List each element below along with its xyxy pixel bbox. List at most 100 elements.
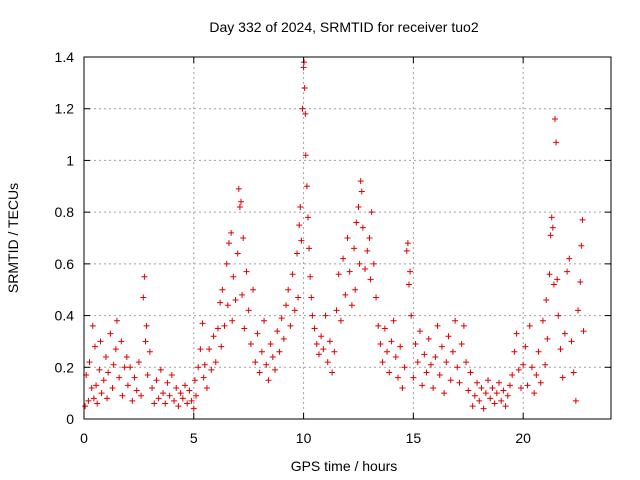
x-tick-label: 0: [80, 430, 88, 446]
data-point: [491, 400, 498, 407]
data-point: [548, 214, 555, 221]
data-point: [160, 390, 167, 397]
data-point: [208, 366, 215, 373]
data-point: [302, 152, 309, 159]
data-point: [549, 224, 556, 231]
data-point: [384, 348, 391, 355]
data-point: [177, 390, 184, 397]
data-point: [299, 105, 306, 112]
data-point: [364, 247, 371, 254]
x-tick-label: 10: [296, 430, 312, 446]
data-point: [580, 328, 587, 335]
data-point: [388, 338, 395, 345]
data-point: [397, 343, 404, 350]
data-point: [85, 397, 92, 404]
y-tick-label: 1: [66, 152, 74, 168]
data-point: [467, 369, 474, 376]
data-point: [203, 384, 210, 391]
data-point: [498, 397, 505, 404]
data-point: [421, 351, 428, 358]
data-point: [572, 397, 579, 404]
data-point: [381, 325, 388, 332]
data-point: [88, 384, 95, 391]
data-point: [188, 397, 195, 404]
data-point: [285, 286, 292, 293]
data-point: [229, 317, 236, 324]
data-point: [557, 346, 564, 353]
data-point: [218, 343, 225, 350]
data-point: [239, 291, 246, 298]
data-point: [138, 392, 145, 399]
data-point: [91, 343, 98, 350]
data-point: [276, 348, 283, 355]
data-point: [359, 224, 366, 231]
data-point: [86, 359, 93, 366]
data-point: [96, 366, 103, 373]
data-point: [408, 312, 415, 319]
data-point: [278, 315, 285, 322]
data-point: [553, 139, 560, 146]
data-point: [340, 255, 347, 262]
data-point: [395, 374, 402, 381]
y-tick-label: 1.2: [55, 101, 75, 117]
data-point: [280, 335, 287, 342]
data-point: [331, 348, 338, 355]
data-point: [201, 361, 208, 368]
data-point: [405, 281, 412, 288]
data-point: [311, 325, 318, 332]
data-point: [414, 359, 421, 366]
data-point: [118, 338, 125, 345]
data-point: [206, 346, 213, 353]
data-point: [552, 116, 559, 123]
data-point: [109, 384, 116, 391]
data-point: [500, 387, 507, 394]
data-point: [419, 382, 426, 389]
x-tick-label: 5: [190, 430, 198, 446]
data-point: [351, 245, 358, 252]
data-point: [390, 317, 397, 324]
data-point: [107, 330, 114, 337]
data-point: [520, 361, 527, 368]
data-point: [112, 346, 119, 353]
data-point: [155, 395, 162, 402]
data-point: [546, 271, 553, 278]
data-point: [135, 359, 142, 366]
x-axis-label: GPS time / hours: [291, 458, 398, 474]
data-point: [564, 268, 571, 275]
data-point: [298, 237, 305, 244]
data-point: [119, 392, 126, 399]
data-point: [287, 322, 294, 329]
data-point: [98, 390, 105, 397]
data-point: [110, 361, 117, 368]
data-point: [168, 372, 175, 379]
data-point: [515, 366, 522, 373]
data-point: [308, 294, 315, 301]
data-point: [476, 397, 483, 404]
data-point: [171, 397, 178, 404]
data-point: [184, 400, 191, 407]
data-point: [449, 348, 456, 355]
data-point: [537, 379, 544, 386]
data-point: [210, 333, 217, 340]
data-point: [274, 328, 281, 335]
data-point: [362, 266, 369, 273]
data-point: [326, 338, 333, 345]
data-point: [131, 374, 138, 381]
data-point: [471, 392, 478, 399]
data-point: [496, 379, 503, 386]
data-point: [544, 335, 551, 342]
data-point: [410, 374, 417, 381]
data-point: [124, 382, 131, 389]
data-point: [522, 343, 529, 350]
data-point: [116, 374, 123, 381]
data-point: [149, 384, 156, 391]
data-point: [366, 235, 373, 241]
data-point: [533, 372, 540, 379]
data-point: [578, 242, 585, 249]
data-point: [182, 382, 189, 389]
data-point: [261, 317, 268, 324]
data-point: [186, 387, 193, 394]
data-point: [221, 322, 228, 329]
